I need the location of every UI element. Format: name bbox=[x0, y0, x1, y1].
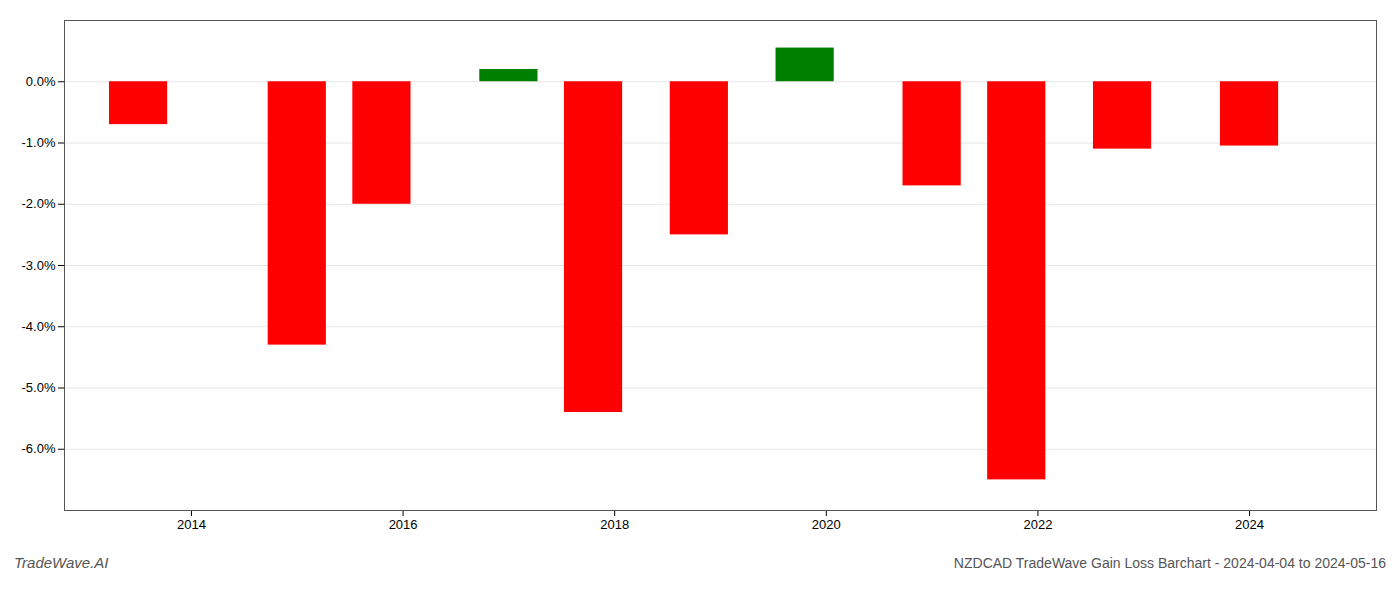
svg-text:-6.0%: -6.0% bbox=[22, 441, 56, 456]
svg-text:2020: 2020 bbox=[812, 517, 841, 532]
svg-text:2014: 2014 bbox=[177, 517, 206, 532]
svg-text:2024: 2024 bbox=[1235, 517, 1264, 532]
svg-text:2022: 2022 bbox=[1023, 517, 1052, 532]
svg-text:2016: 2016 bbox=[389, 517, 418, 532]
html-text:TradeWave.AI: TradeWave.AI bbox=[14, 554, 109, 571]
svg-text:0.0%: 0.0% bbox=[26, 74, 56, 89]
svg-text:-5.0%: -5.0% bbox=[22, 380, 56, 395]
svg-text:-3.0%: -3.0% bbox=[22, 258, 56, 273]
svg-text:-2.0%: -2.0% bbox=[22, 196, 56, 211]
html-text:NZDCAD TradeWave Gain Loss Bar: NZDCAD TradeWave Gain Loss Barchart - 20… bbox=[953, 555, 1386, 571]
svg-text:2018: 2018 bbox=[600, 517, 629, 532]
svg-text:-1.0%: -1.0% bbox=[22, 135, 56, 150]
svg-text:-4.0%: -4.0% bbox=[22, 319, 56, 334]
